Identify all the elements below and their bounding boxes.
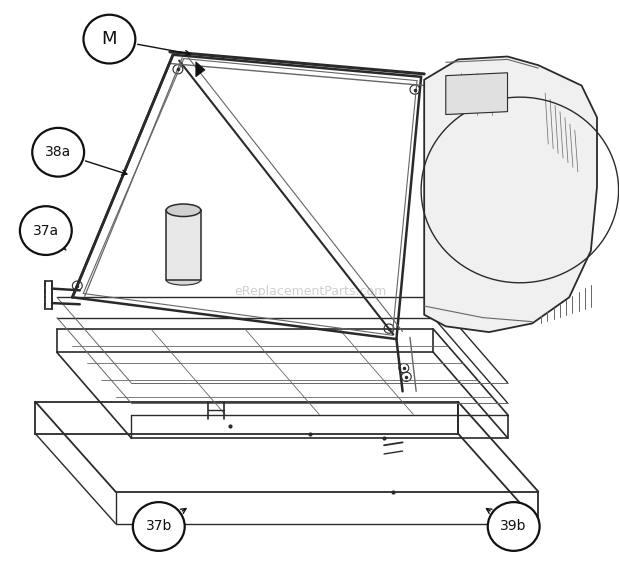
Circle shape — [488, 502, 539, 551]
Circle shape — [84, 15, 135, 64]
Text: 38a: 38a — [45, 145, 71, 159]
Bar — [166, 210, 201, 280]
Circle shape — [133, 502, 185, 551]
Circle shape — [20, 206, 72, 255]
Ellipse shape — [166, 204, 201, 216]
Polygon shape — [446, 73, 508, 114]
Text: 37a: 37a — [33, 223, 59, 238]
Text: 37b: 37b — [146, 519, 172, 533]
Circle shape — [32, 128, 84, 177]
Polygon shape — [424, 57, 597, 332]
Ellipse shape — [166, 275, 201, 285]
Polygon shape — [196, 62, 205, 77]
Text: M: M — [102, 30, 117, 48]
Text: 39b: 39b — [500, 519, 527, 533]
Text: eReplacementParts.com: eReplacementParts.com — [234, 285, 386, 298]
